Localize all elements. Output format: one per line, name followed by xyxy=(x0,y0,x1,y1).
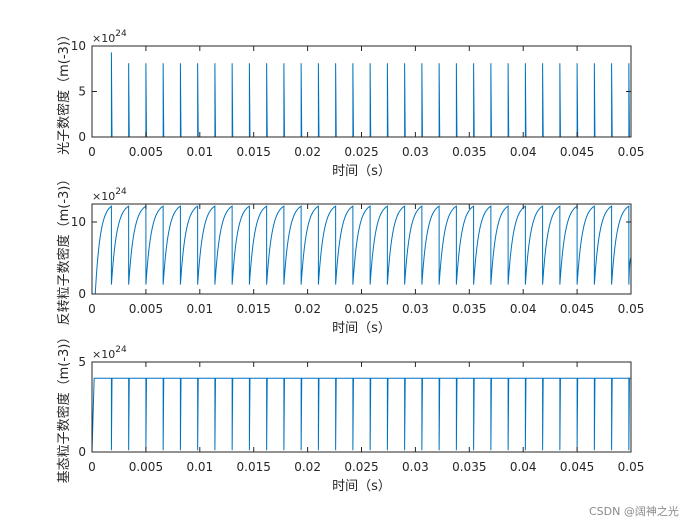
y-axis-label: 反转粒子数密度（m(-3)） xyxy=(56,173,72,326)
x-tick-label: 0 xyxy=(88,302,96,316)
x-tick-label: 0.05 xyxy=(618,145,645,159)
y-tick-label: 0 xyxy=(78,445,86,459)
subplot-1: 0 0.005 0.01 0.015 0.02 0.025 0.03 0.035 0.04 0.0… xyxy=(56,28,644,179)
x-tick-label: 0.03 xyxy=(402,302,429,316)
x-tick-label: 0.025 xyxy=(344,302,378,316)
x-axis-label: 时间（s） xyxy=(332,164,391,179)
x-tick-label: 0.05 xyxy=(618,302,645,316)
series-line xyxy=(92,52,631,137)
x-tick-label: 0.01 xyxy=(186,460,213,474)
x-tick-label: 0 xyxy=(88,460,96,474)
x-tick-label: 0.005 xyxy=(129,302,163,316)
y-tick-label: 10 xyxy=(71,215,86,229)
y-exponent-label: ×1024 xyxy=(92,187,127,203)
series-line xyxy=(92,377,631,452)
x-axis-label: 时间（s） xyxy=(332,321,391,336)
x-tick-label: 0.035 xyxy=(452,460,486,474)
x-tick-label: 0.04 xyxy=(510,460,537,474)
axes-box xyxy=(91,361,632,453)
x-tick-label: 0 xyxy=(88,145,96,159)
x-tick-label: 0.015 xyxy=(237,145,271,159)
watermark: CSDN @阔神之光 xyxy=(589,505,679,518)
x-tick-label: 0.04 xyxy=(510,145,537,159)
y-exponent-label: ×1024 xyxy=(92,29,127,45)
x-tick-label: 0.01 xyxy=(186,302,213,316)
x-tick-label: 0.015 xyxy=(237,460,271,474)
y-tick-label: 0 xyxy=(78,130,86,144)
x-tick-label: 0.045 xyxy=(560,302,594,316)
axes-box xyxy=(91,45,632,138)
x-tick-label: 0.035 xyxy=(452,302,486,316)
y-axis-label: 基态粒子数密度（m(-3)） xyxy=(56,331,72,484)
x-tick-label: 0.01 xyxy=(186,145,213,159)
x-tick-label: 0.015 xyxy=(237,302,271,316)
subplot-3: 0 0.005 0.01 0.015 0.02 0.025 0.03 0.035 0.04 0.0… xyxy=(56,331,644,494)
x-tick-label: 0.03 xyxy=(402,460,429,474)
y-axis-label: 光子数密度（m(-3)） xyxy=(56,28,72,155)
x-tick-label: 0.02 xyxy=(294,302,321,316)
x-tick-label: 0.005 xyxy=(129,460,163,474)
x-tick-label: 0.02 xyxy=(294,460,321,474)
x-axis-label: 时间（s） xyxy=(332,479,391,494)
series-line xyxy=(92,205,631,294)
x-tick-label: 0.02 xyxy=(294,145,321,159)
x-tick-label: 0.045 xyxy=(560,460,594,474)
y-tick-label: 5 xyxy=(78,85,86,99)
x-tick-label: 0.005 xyxy=(129,145,163,159)
x-tick-label: 0.04 xyxy=(510,302,537,316)
x-tick-label: 0.035 xyxy=(452,145,486,159)
y-tick-label: 10 xyxy=(71,39,86,53)
x-tick-label: 0.045 xyxy=(560,145,594,159)
y-tick-label: 5 xyxy=(78,355,86,369)
x-tick-label: 0.05 xyxy=(618,460,645,474)
subplot-2: 0 0.005 0.01 0.015 0.02 0.025 0.03 0.035 0.04 0.0… xyxy=(56,173,644,336)
x-tick-label: 0.025 xyxy=(344,460,378,474)
y-exponent-label: ×1024 xyxy=(92,345,127,361)
x-tick-label: 0.03 xyxy=(402,145,429,159)
y-tick-label: 0 xyxy=(78,287,86,301)
x-tick-label: 0.025 xyxy=(344,145,378,159)
